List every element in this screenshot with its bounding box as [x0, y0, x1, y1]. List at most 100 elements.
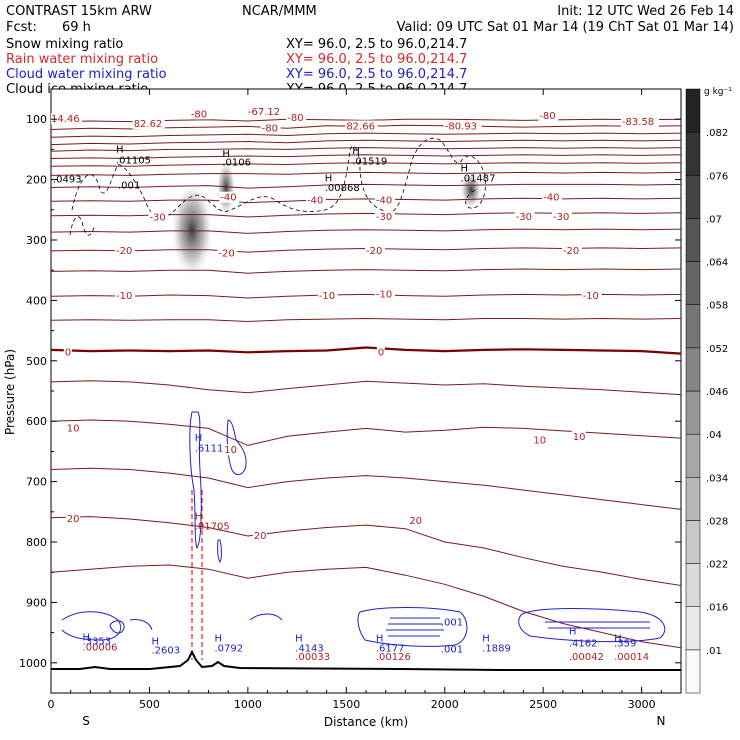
colorbar-tick-label: .064	[706, 258, 728, 269]
extremum-label: H	[569, 626, 577, 637]
snow-shading-main	[172, 185, 212, 275]
extremum-label: .00006	[83, 643, 118, 654]
colorbar-tick-label: .052	[706, 344, 728, 355]
cloud-water-contour-pbl-2	[109, 620, 125, 634]
colorbar-swatch	[685, 304, 701, 349]
valid-time: Valid: 09 UTC Sat 01 Mar 14 (19 ChT Sat …	[397, 20, 734, 35]
contour-label: -40	[220, 193, 236, 204]
temperature-contour	[51, 317, 681, 323]
field-rain-xy: XY= 96.0, 2.5 to 96.0,214.7	[286, 52, 467, 67]
y-tick-label: 300	[26, 234, 47, 247]
temperature-contour	[51, 380, 681, 396]
contour-label: 10	[224, 445, 237, 456]
contour-label-bg	[552, 211, 573, 223]
contour-label-bg	[246, 105, 285, 117]
plot-area: 14.46 82.62 -80 -67.12 -80 -80 82.66 -80.93 -80 -…	[51, 105, 681, 671]
contour-label-bg	[561, 244, 582, 256]
contour-label-bg	[532, 434, 547, 446]
colorbar-swatch	[685, 390, 701, 435]
org-label: NCAR/MMM	[242, 4, 317, 19]
colorbar-swatch	[685, 261, 701, 305]
extremum-label: .00014	[614, 652, 649, 663]
contour-label-bg	[252, 529, 267, 541]
contour-label: -80	[539, 111, 555, 122]
colorbar-swatch	[685, 347, 701, 392]
contour-label: -10	[376, 289, 392, 300]
contour-label: 14.46	[51, 114, 80, 125]
contour-label: -40	[376, 196, 392, 207]
contour-label: -10	[116, 291, 132, 302]
contour-label: -80	[287, 113, 303, 124]
extremum-label: H	[614, 634, 622, 645]
temperature-contour	[51, 132, 681, 138]
extremum-label: .2603	[151, 646, 180, 657]
temperature-contour	[51, 171, 681, 176]
x-tick-label: 500	[139, 698, 160, 711]
cloud-water-contour-pbl-8	[545, 621, 650, 629]
extremum-label: .001	[118, 181, 140, 192]
colorbar-swatch	[685, 131, 701, 176]
y-tick-label: 800	[26, 536, 47, 549]
x-tick-label: 3000	[628, 698, 656, 711]
contour-label: -30	[516, 212, 532, 223]
cloud-water-contour-mid-east	[226, 419, 247, 476]
x-axis-end-label: N	[657, 714, 666, 728]
contour-label: 0	[65, 347, 71, 358]
field-snow-name: Snow mixing ratio	[6, 37, 123, 52]
contour-label: -20	[218, 248, 234, 259]
x-tick-label: 2000	[431, 698, 459, 711]
contour-label-bg	[219, 191, 240, 203]
extremum-label: .001	[441, 645, 463, 656]
cloud-ice-contour-west	[69, 216, 96, 236]
y-tick-label: 700	[26, 476, 47, 489]
contour-label-bg	[51, 113, 82, 125]
contour-label-bg	[305, 194, 326, 206]
terrain-line	[51, 649, 681, 671]
contour-label: -40	[543, 193, 559, 204]
cloud-water-contour-pbl-1	[61, 611, 122, 641]
extremum-label: .00033	[295, 652, 330, 663]
contour-label: -80	[191, 109, 207, 120]
temperature-contour	[51, 154, 681, 160]
cloud-water-contour-pbl-6	[386, 617, 444, 637]
contour-label-bg	[408, 514, 423, 526]
colorbar-swatch	[685, 477, 701, 521]
extremum-label: .6111	[195, 443, 224, 454]
colorbar-tick-label: .028	[706, 516, 728, 527]
contour-label: 20	[67, 514, 80, 525]
contour-label-bg	[345, 120, 378, 132]
x-tick-label: 1000	[234, 698, 262, 711]
colorbar-tick-label: .04	[706, 430, 722, 441]
model-title: CONTRAST 15km ARW	[6, 4, 152, 19]
x-tick-label: 0	[48, 698, 55, 711]
y-tick-label: 600	[26, 415, 47, 428]
contour-label-bg	[542, 191, 563, 203]
colorbar-swatch	[685, 606, 701, 651]
contour-label-bg	[317, 290, 338, 302]
contour-label-bg	[65, 513, 80, 525]
contour-label-bg	[581, 290, 602, 302]
colorbar: .01 .016 .022 .028 .034 .04 .046 .052 .058 .064 .0…	[685, 88, 728, 694]
colorbar-unit: g kg⁻¹	[704, 87, 732, 97]
extremum-label: .01519	[352, 156, 387, 167]
contour-label: -40	[307, 196, 323, 207]
x-axis: 0 500 1000 1500 2000 2500 3000	[48, 89, 662, 711]
contour-label-bg	[286, 111, 307, 123]
extremum-label: H	[482, 634, 490, 645]
contour-label-bg	[443, 120, 482, 132]
contour-label-bg	[374, 194, 395, 206]
contour-label: 82.62	[134, 119, 163, 130]
extremum-label: H	[151, 637, 159, 648]
cloud-water-contour-pbl-5	[357, 607, 468, 647]
contour-label-bg	[538, 110, 559, 122]
contour-label-bg	[217, 247, 238, 259]
colorbar-tick-label: .022	[706, 560, 728, 571]
plot-frame	[50, 88, 682, 694]
extremum-label: H	[352, 146, 360, 157]
contour-label: -30	[376, 212, 392, 223]
extremum-label: H	[195, 433, 203, 444]
temperature-contour	[51, 293, 681, 299]
colorbar-tick-label: .07	[706, 214, 722, 225]
extremum-label: .01105	[116, 155, 151, 166]
